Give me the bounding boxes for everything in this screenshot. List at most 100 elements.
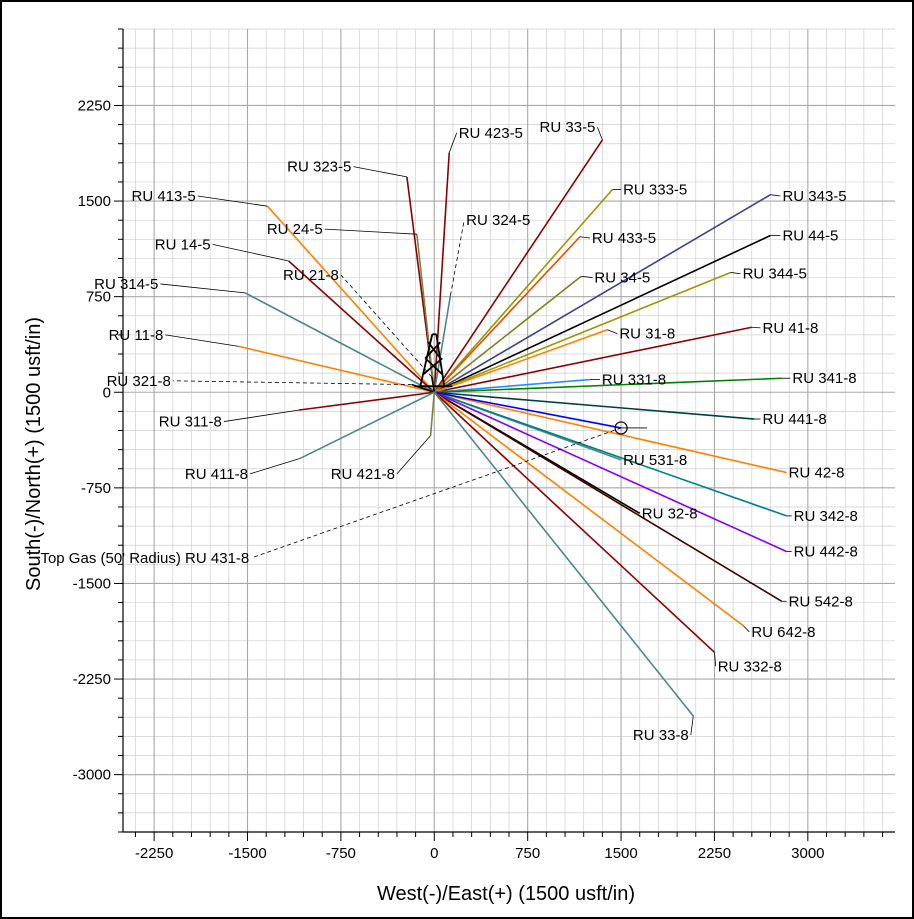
series-label: RU 31-8: [619, 326, 675, 343]
series-label: RU 433-5: [592, 230, 656, 247]
series-line-ru-441-8: [434, 391, 755, 420]
series-line-ru-314-5: [244, 292, 435, 393]
series-label: RU 311-8: [159, 414, 222, 431]
leader-line: [353, 166, 407, 178]
series-line-ru-34-5: [433, 275, 582, 393]
tick-layer: -2250 -1500 -750 0 750 1500 2250 3000 2250 1500 75…: [73, 28, 895, 862]
x-tick-label: -2250: [135, 845, 173, 862]
series-line-ru-33-5: [433, 139, 604, 393]
series-label: RU 33-8: [633, 727, 689, 744]
rig-icon-strut: [424, 357, 443, 375]
series-label: RU 413-5: [132, 188, 196, 205]
y-tick-label: 750: [86, 289, 111, 306]
x-tick-label: 3000: [791, 845, 824, 862]
series-line-ru-421-8: [429, 392, 436, 436]
series-line-ru-11-8: [238, 345, 435, 394]
series-line-ru-24-5: [416, 234, 436, 393]
grid-major: [123, 29, 895, 832]
series-label: RU 441-8: [763, 411, 827, 428]
y-tick-label: -1500: [73, 575, 111, 592]
rig-icon-strut: [427, 341, 442, 359]
leader-line: [249, 458, 300, 475]
leader-line: [223, 409, 299, 422]
series-label: RU 14-5: [155, 236, 211, 253]
x-tick-label: 750: [515, 845, 540, 862]
series-label: Top Gas (50' Radius) RU 431-8: [40, 550, 249, 567]
series-label: RU 32-8: [642, 505, 698, 522]
leader-line: [212, 244, 289, 262]
y-tick-label: 2250: [78, 97, 111, 114]
series-label: RU 343-5: [782, 188, 846, 205]
series-label: RU 331-8: [602, 372, 666, 389]
leader-line: [160, 283, 246, 294]
series-label: RU 542-8: [789, 593, 853, 610]
series-label: RU 342-8: [794, 508, 858, 525]
leader-line: [770, 194, 781, 197]
y-tick-label: -750: [81, 480, 111, 497]
series-label: RU 314-5: [94, 276, 158, 293]
series-label: RU 642-8: [751, 624, 815, 641]
series-line-ru-642-8: [433, 391, 744, 627]
series-line-ru-14-5: [288, 260, 435, 393]
series-label: RU 344-5: [743, 266, 807, 283]
series-line-ru-311-8: [298, 391, 435, 411]
series-line-ru-332-8: [433, 391, 715, 653]
series-line-ru-341-8: [434, 377, 782, 394]
series-line-ru-44-5: [433, 234, 771, 393]
series-line-ru-42-8: [434, 391, 787, 474]
leader-line: [450, 220, 465, 296]
series-label: RU 324-5: [466, 212, 530, 229]
series-label: RU 411-8: [185, 466, 248, 483]
leader-line: [165, 334, 239, 347]
series-label: RU 42-8: [789, 465, 845, 482]
y-tick-label: -3000: [73, 767, 111, 784]
series-label: RU 24-5: [267, 221, 323, 238]
leader-line: [751, 326, 761, 329]
series-line-ru-331-8: [434, 378, 591, 394]
series-line-ru-442-8: [433, 391, 788, 553]
y-tick-label: 0: [103, 384, 111, 401]
series-line-top-gas-50-radius-ru-431-8: [434, 391, 622, 429]
series-line-ru-31-8: [434, 329, 608, 394]
rig-icon-strut: [424, 341, 441, 359]
y-tick-label: 1500: [78, 193, 111, 210]
series-line-ru-41-8: [434, 326, 752, 394]
x-tick-label: -1500: [228, 845, 266, 862]
leader-line: [607, 329, 618, 335]
series-label: RU 531-8: [623, 452, 687, 469]
y-tick-label: -2250: [73, 671, 111, 688]
label-layer: RU 423-5 RU 33-5 RU 323-5 RU 333-5 RU 413-5 R…: [40, 119, 857, 744]
series-line-ru-324-5: [433, 295, 452, 393]
series-label: RU 21-8: [283, 267, 339, 284]
leader-line: [579, 236, 590, 239]
leader-line: [396, 435, 431, 475]
leader-line: [742, 625, 750, 633]
x-axis-title: West(-)/East(+) (1500 usft/in): [377, 883, 635, 905]
leader-line: [690, 715, 694, 736]
x-tick-label: 0: [430, 845, 438, 862]
series-line-ru-344-5: [433, 271, 731, 394]
series-label: RU 34-5: [594, 270, 650, 287]
leader-line: [581, 275, 593, 278]
rig-icon: [414, 333, 648, 435]
leader-line: [197, 195, 268, 207]
series-line-ru-413-5: [266, 205, 435, 393]
series-line-ru-21-8: [431, 376, 436, 393]
leader-line: [324, 228, 417, 235]
series-line-ru-33-8: [433, 391, 694, 717]
series-line-ru-342-8: [434, 391, 787, 517]
series-line-ru-433-5: [433, 236, 581, 393]
series-line-ru-343-5: [433, 194, 771, 393]
series-label: RU 11-8: [109, 327, 164, 344]
leader-line: [714, 652, 717, 667]
series-label: RU 421-8: [331, 466, 395, 483]
series-line-ru-411-8: [299, 391, 435, 460]
leader-line: [730, 272, 741, 275]
series-label: RU 423-5: [459, 125, 523, 142]
x-tick-label: 2250: [698, 845, 731, 862]
series-label: RU 321-8: [107, 373, 171, 390]
leader-line: [597, 126, 603, 141]
series-label: RU 332-8: [718, 658, 782, 675]
grid-minor: [123, 28, 895, 833]
